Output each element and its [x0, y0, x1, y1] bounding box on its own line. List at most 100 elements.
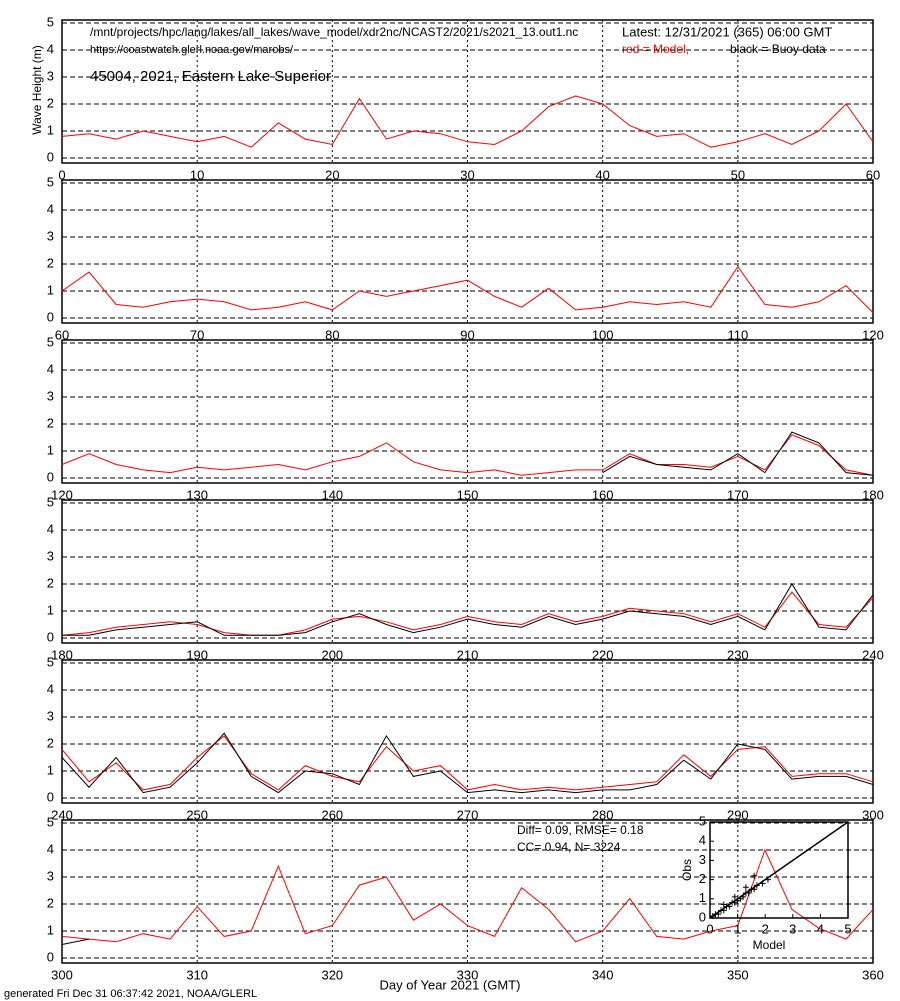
y-tick-label: 0: [47, 629, 54, 644]
y-tick-label: 4: [47, 201, 54, 216]
file-path: /mnt/projects/hpc/lang/lakes/all_lakes/w…: [90, 25, 578, 39]
x-tick-label: 60: [866, 167, 880, 182]
x-tick-label: 340: [592, 967, 614, 982]
y-tick-label: 0: [47, 149, 54, 164]
y-tick-label: 5: [47, 334, 54, 349]
y-tick-label: 4: [47, 41, 54, 56]
x-tick-label: 140: [321, 487, 343, 502]
x-tick-label: 330: [457, 967, 479, 982]
x-tick-label: 50: [731, 167, 745, 182]
series-line: [62, 583, 874, 636]
x-tick-label: 0: [706, 921, 713, 936]
x-tick-label: 190: [186, 647, 208, 662]
x-tick-label: 310: [186, 967, 208, 982]
series-line: [61, 732, 874, 794]
series-line: [61, 735, 874, 791]
y-tick-label: 1: [47, 282, 54, 297]
y-tick-label: 2: [699, 871, 706, 886]
x-tick-label: 10: [190, 167, 204, 182]
y-tick-label: 4: [47, 841, 54, 856]
x-tick-label: 3: [789, 921, 796, 936]
scatter-point: [759, 880, 766, 887]
x-tick-label: 240: [51, 807, 73, 822]
y-tick-label: 0: [47, 949, 54, 964]
legend-model: red = Model,: [622, 42, 689, 56]
scatter-point: [731, 893, 738, 900]
y-tick-label: 3: [47, 68, 54, 83]
y-tick-label: 0: [47, 309, 54, 324]
x-tick-label: 20: [325, 167, 339, 182]
x-tick-label: 270: [457, 807, 479, 822]
y-tick-label: 1: [47, 922, 54, 937]
x-tick-label: 350: [727, 967, 749, 982]
x-tick-label: 30: [460, 167, 474, 182]
plot-frame: [61, 19, 874, 164]
scatter-point: [745, 890, 752, 897]
x-tick-label: 40: [595, 167, 609, 182]
plot-frame: [61, 499, 874, 644]
x-tick-label: 130: [186, 487, 208, 502]
scatter-point: [751, 872, 758, 879]
x-tick-label: 230: [727, 647, 749, 662]
series-line: [61, 938, 90, 945]
series-line: [61, 591, 874, 636]
x-tick-label: 100: [592, 327, 614, 342]
scatter-point: [720, 907, 727, 914]
series-line: [61, 434, 874, 476]
x-tick-label: 4: [817, 921, 824, 936]
stats-text: CC= 0.94, N= 3224: [517, 840, 621, 854]
stats-text: Diff= 0.09, RMSE= 0.18: [517, 823, 644, 837]
plot-frame: [61, 659, 874, 804]
scatter-point: [764, 876, 771, 883]
x-tick-label: 80: [325, 327, 339, 342]
y-axis-label: Obs: [680, 859, 694, 881]
x-tick-label: 160: [592, 487, 614, 502]
plot-frame: [61, 339, 874, 484]
series-line: [602, 431, 874, 476]
scatter-point: [751, 886, 758, 893]
x-tick-label: 240: [862, 647, 884, 662]
y-tick-label: 5: [47, 654, 54, 669]
y-tick-label: 4: [47, 361, 54, 376]
x-tick-label: 180: [862, 487, 884, 502]
x-tick-label: 90: [460, 327, 474, 342]
scatter-point: [753, 882, 760, 889]
y-tick-label: 2: [47, 895, 54, 910]
x-tick-label: 360: [862, 967, 884, 982]
y-tick-label: 1: [47, 602, 54, 617]
y-tick-label: 3: [47, 548, 54, 563]
y-tick-label: 3: [47, 708, 54, 723]
y-tick-label: 3: [47, 388, 54, 403]
plot-frame: [61, 179, 874, 324]
y-tick-label: 5: [47, 174, 54, 189]
y-tick-label: 4: [47, 681, 54, 696]
x-tick-label: 320: [321, 967, 343, 982]
y-tick-label: 4: [47, 521, 54, 536]
scatter-point: [740, 893, 747, 900]
y-tick-label: 5: [47, 814, 54, 829]
x-tick-label: 210: [457, 647, 479, 662]
y-tick-label: 2: [47, 95, 54, 110]
x-tick-label: 60: [55, 327, 69, 342]
x-tick-label: 200: [321, 647, 343, 662]
x-tick-label: 120: [862, 327, 884, 342]
y-tick-label: 0: [47, 469, 54, 484]
y-tick-label: 1: [47, 762, 54, 777]
x-tick-label: 70: [190, 327, 204, 342]
x-axis-label: Day of Year 2021 (GMT): [380, 977, 521, 992]
x-tick-label: 120: [51, 487, 73, 502]
y-tick-label: 3: [47, 868, 54, 883]
scatter-point: [742, 884, 749, 891]
series-line: [61, 95, 874, 148]
y-tick-label: 5: [47, 14, 54, 29]
y-tick-label: 1: [47, 442, 54, 457]
x-tick-label: 290: [727, 807, 749, 822]
x-tick-label: 110: [727, 327, 748, 342]
x-tick-label: 170: [727, 487, 749, 502]
x-tick-label: 150: [457, 487, 479, 502]
x-tick-label: 1: [734, 921, 741, 936]
series-line: [61, 848, 874, 943]
latest-time: Latest: 12/31/2021 (365) 06:00 GMT: [622, 24, 832, 39]
inset-frame: [709, 821, 849, 919]
